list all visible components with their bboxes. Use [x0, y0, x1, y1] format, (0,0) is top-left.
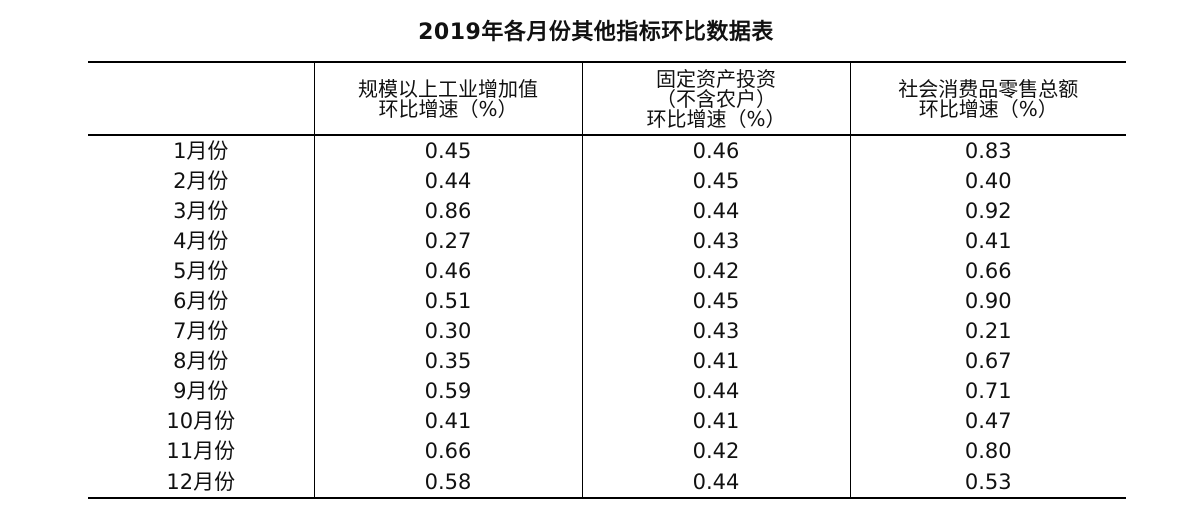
header-industrial-line1: 规模以上工业增加值	[358, 76, 538, 101]
header-investment: 固定资产投资 （不含农户） 环比增速（%）	[581, 62, 850, 135]
industrial-value-cell: 0.86	[313, 196, 582, 226]
month-cell: 3月份	[173, 199, 229, 223]
table-header: 规模以上工业增加值 环比增速（%） 固定资产投资 （不含农户） 环比增速（%） …	[88, 62, 1126, 135]
retail-value-cell: 0.41	[849, 226, 1126, 256]
table-row: 1月份 0.45 0.46 0.83	[88, 135, 1126, 166]
month-cell: 8月份	[173, 349, 229, 373]
table-row: 2月份 0.44 0.45 0.40	[88, 166, 1126, 196]
industrial-value-cell: 0.66	[313, 436, 582, 466]
table-row: 11月份 0.66 0.42 0.80	[88, 436, 1126, 466]
month-cell: 9月份	[173, 379, 229, 403]
month-cell: 11月份	[166, 439, 236, 463]
table-row: 8月份 0.35 0.41 0.67	[88, 346, 1126, 376]
retail-value-cell: 0.53	[849, 466, 1126, 498]
table-row: 4月份 0.27 0.43 0.41	[88, 226, 1126, 256]
investment-value-cell: 0.45	[581, 286, 850, 316]
investment-value-cell: 0.43	[581, 316, 850, 346]
investment-value-cell: 0.41	[581, 346, 850, 376]
month-cell: 7月份	[173, 319, 229, 343]
industrial-value-cell: 0.45	[313, 135, 582, 166]
header-blank	[88, 62, 314, 135]
table-row: 10月份 0.41 0.41 0.47	[88, 406, 1126, 436]
header-retail-line1: 社会消费品零售总额	[898, 76, 1079, 101]
retail-value-cell: 0.90	[849, 286, 1126, 316]
retail-value-cell: 0.71	[849, 376, 1126, 406]
retail-value-cell: 0.66	[849, 256, 1126, 286]
header-retail: 社会消费品零售总额 环比增速（%）	[849, 62, 1126, 135]
month-cell: 12月份	[166, 469, 236, 494]
month-cell: 2月份	[173, 169, 229, 193]
industrial-value-cell: 0.51	[313, 286, 582, 316]
retail-value-cell: 0.67	[849, 346, 1126, 376]
retail-value-cell: 0.47	[849, 406, 1126, 436]
table-row: 3月份 0.86 0.44 0.92	[88, 196, 1126, 226]
header-investment-line3: 环比增速（%）	[646, 106, 786, 131]
table-row: 7月份 0.30 0.43 0.21	[88, 316, 1126, 346]
table-title: 2019年各月份其他指标环比数据表	[418, 20, 774, 45]
retail-value-cell: 0.21	[849, 316, 1126, 346]
industrial-value-cell: 0.27	[313, 226, 582, 256]
retail-value-cell: 0.40	[849, 166, 1126, 196]
table-row: 9月份 0.59 0.44 0.71	[88, 376, 1126, 406]
investment-value-cell: 0.44	[581, 466, 850, 498]
retail-value-cell: 0.92	[849, 196, 1126, 226]
month-cell: 5月份	[173, 259, 229, 283]
header-industrial-line2: 环比增速（%）	[378, 96, 518, 121]
industrial-value-cell: 0.46	[313, 256, 582, 286]
header-industrial: 规模以上工业增加值 环比增速（%）	[313, 62, 582, 135]
data-table: 规模以上工业增加值 环比增速（%） 固定资产投资 （不含农户） 环比增速（%） …	[88, 61, 1126, 499]
industrial-value-cell: 0.41	[313, 406, 582, 436]
investment-value-cell: 0.44	[581, 196, 850, 226]
table-row: 12月份 0.58 0.44 0.53	[88, 466, 1126, 498]
investment-value-cell: 0.43	[581, 226, 850, 256]
industrial-value-cell: 0.30	[313, 316, 582, 346]
investment-value-cell: 0.42	[581, 256, 850, 286]
month-cell: 6月份	[173, 289, 229, 313]
investment-value-cell: 0.41	[581, 406, 850, 436]
industrial-value-cell: 0.59	[313, 376, 582, 406]
table-row: 6月份 0.51 0.45 0.90	[88, 286, 1126, 316]
header-investment-line2: （不含农户）	[656, 86, 776, 111]
month-cell: 1月份	[173, 139, 229, 163]
investment-value-cell: 0.42	[581, 436, 850, 466]
header-retail-line2: 环比增速（%）	[918, 96, 1058, 121]
header-investment-line1: 固定资产投资	[656, 66, 776, 91]
month-cell: 10月份	[166, 409, 236, 433]
retail-value-cell: 0.83	[849, 135, 1126, 166]
industrial-value-cell: 0.44	[313, 166, 582, 196]
month-cell: 4月份	[173, 229, 229, 253]
industrial-value-cell: 0.35	[313, 346, 582, 376]
retail-value-cell: 0.80	[849, 436, 1126, 466]
investment-value-cell: 0.46	[581, 135, 850, 166]
industrial-value-cell: 0.58	[313, 466, 582, 498]
investment-value-cell: 0.45	[581, 166, 850, 196]
table-row: 5月份 0.46 0.42 0.66	[88, 256, 1126, 286]
table-body: 1月份 0.45 0.46 0.83 2月份 0.44 0.45 0.40 3月份 0.86 0.4…	[88, 135, 1126, 498]
investment-value-cell: 0.44	[581, 376, 850, 406]
